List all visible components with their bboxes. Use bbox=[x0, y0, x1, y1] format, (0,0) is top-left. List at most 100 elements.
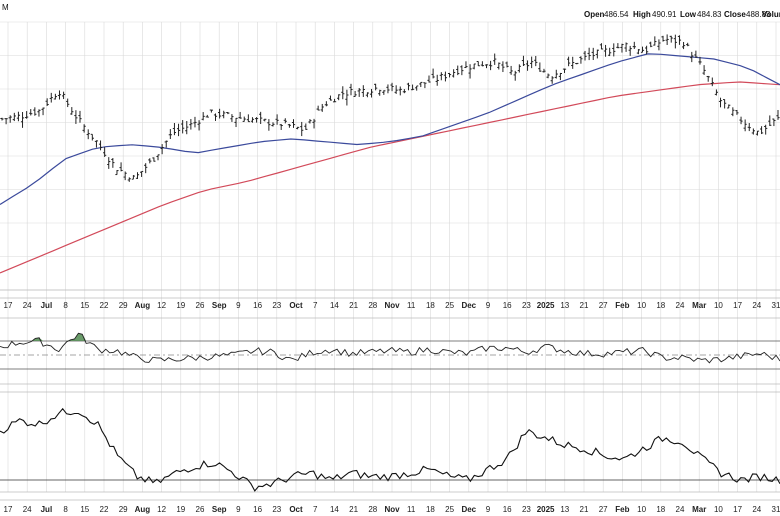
x-tick-label: 26 bbox=[196, 505, 205, 514]
ohlc-bar bbox=[242, 116, 246, 122]
ohlc-bar bbox=[419, 81, 423, 88]
ohlc-bar bbox=[681, 41, 686, 50]
ohlc-bar bbox=[222, 110, 226, 119]
ohlc-bar bbox=[427, 75, 431, 83]
x-tick-label: 16 bbox=[253, 505, 262, 514]
ohlc-bar bbox=[554, 69, 558, 79]
ohlc-bar bbox=[398, 86, 402, 96]
x-tick-label: 24 bbox=[676, 301, 685, 310]
x-tick-label: Oct bbox=[289, 301, 303, 310]
ohlc-bar bbox=[587, 47, 591, 61]
ohlc-bar bbox=[300, 121, 304, 137]
x-tick-label: 28 bbox=[368, 301, 377, 310]
x-tick-label: 24 bbox=[23, 505, 32, 514]
x-tick-label: 27 bbox=[599, 505, 608, 514]
x-tick-label: Sep bbox=[212, 301, 227, 310]
x-tick-label: 22 bbox=[100, 505, 109, 514]
low-value: 484.83 bbox=[697, 10, 722, 19]
x-tick-label: 15 bbox=[80, 505, 89, 514]
ohlc-bar bbox=[686, 42, 690, 47]
x-tick-label: Sep bbox=[212, 505, 227, 514]
ohlc-bar bbox=[493, 53, 497, 65]
ohlc-bar bbox=[382, 90, 386, 95]
corner-text: M bbox=[2, 3, 9, 12]
close-value: 488.83 bbox=[746, 10, 771, 19]
ohlc-bar bbox=[57, 90, 62, 100]
ohlc-bar bbox=[176, 123, 181, 137]
ohlc-bar bbox=[513, 70, 517, 81]
ohlc-bar bbox=[714, 89, 719, 96]
x-tick-label: 31 bbox=[772, 301, 780, 310]
x-tick-label: 21 bbox=[580, 301, 589, 310]
close-label: Close bbox=[724, 10, 746, 19]
ohlc-bar bbox=[66, 98, 70, 108]
x-tick-label: Aug bbox=[135, 301, 151, 310]
ohlc-bar bbox=[33, 107, 37, 116]
ohlc-bar bbox=[525, 60, 530, 71]
x-tick-label: Mar bbox=[692, 301, 706, 310]
ohlc-bar bbox=[509, 65, 513, 75]
x-tick-label: Nov bbox=[384, 301, 400, 310]
ohlc-bar bbox=[4, 118, 8, 125]
ohlc-bar bbox=[571, 56, 575, 69]
x-tick-label: 24 bbox=[752, 301, 761, 310]
ohlc-bar bbox=[579, 56, 583, 64]
ohlc-bar bbox=[361, 85, 365, 97]
x-tick-label: 29 bbox=[119, 301, 128, 310]
ohlc-bar bbox=[415, 85, 419, 91]
x-tick-label: 17 bbox=[733, 301, 742, 310]
ohlc-bar bbox=[135, 172, 140, 179]
x-tick-label: 10 bbox=[714, 301, 723, 310]
ohlc-bar bbox=[12, 112, 16, 122]
x-tick-label: 9 bbox=[486, 301, 491, 310]
x-tick-label: 7 bbox=[313, 505, 318, 514]
x-tick-label: Jul bbox=[41, 301, 53, 310]
open-value: 486.54 bbox=[604, 10, 629, 19]
ohlc-bar bbox=[320, 103, 324, 112]
ohlc-bar bbox=[608, 47, 612, 57]
ohlc-bar bbox=[620, 43, 624, 53]
ohlc-bar bbox=[665, 34, 669, 45]
x-tick-label: Aug bbox=[135, 505, 151, 514]
grid-lines bbox=[0, 21, 780, 501]
ohlc-bar bbox=[739, 116, 743, 125]
ohlc-bar bbox=[131, 175, 135, 180]
upper-oscillator-panel bbox=[0, 332, 780, 370]
ohlc-bar bbox=[82, 124, 86, 133]
x-tick-label: Oct bbox=[289, 505, 303, 514]
ohlc-bar bbox=[324, 101, 328, 107]
ohlc-bar bbox=[649, 41, 653, 48]
ohlc-bar bbox=[723, 99, 727, 109]
ohlc-bar bbox=[394, 85, 398, 94]
x-tick-label: 8 bbox=[63, 301, 68, 310]
x-tick-label: 18 bbox=[426, 301, 435, 310]
x-tick-label: 16 bbox=[503, 301, 512, 310]
ohlc-bar bbox=[706, 75, 710, 82]
ohlc-bar bbox=[45, 98, 49, 107]
ohlc-bar bbox=[263, 118, 267, 122]
ohlc-bar bbox=[447, 72, 452, 78]
ohlc-bar bbox=[645, 45, 649, 55]
ohlc-bar bbox=[603, 44, 608, 57]
moving-average-fast-line bbox=[0, 53, 780, 206]
ohlc-bar bbox=[25, 111, 29, 119]
ohlc-bar bbox=[115, 170, 119, 176]
ohlc-bar bbox=[583, 50, 587, 61]
ohlc-bar bbox=[731, 107, 735, 117]
ohlc-bar bbox=[488, 60, 493, 71]
ohlc-bar bbox=[267, 119, 271, 131]
x-tick-label: Nov bbox=[384, 505, 400, 514]
x-tick-label: 24 bbox=[23, 301, 32, 310]
x-tick-label: 2025 bbox=[537, 301, 555, 310]
open-label: Open bbox=[584, 10, 605, 19]
x-tick-label: 31 bbox=[772, 505, 780, 514]
x-tick-label: Mar bbox=[692, 505, 706, 514]
ohlc-bar bbox=[94, 140, 99, 148]
ohlc-bar bbox=[78, 110, 82, 123]
ohlc-bar bbox=[250, 117, 255, 123]
ohlc-bar bbox=[287, 123, 292, 128]
ohlc-bar bbox=[443, 71, 448, 82]
ohlc-bar bbox=[172, 122, 177, 136]
ohlc-bar bbox=[460, 65, 464, 76]
ohlc-bar bbox=[378, 89, 382, 96]
